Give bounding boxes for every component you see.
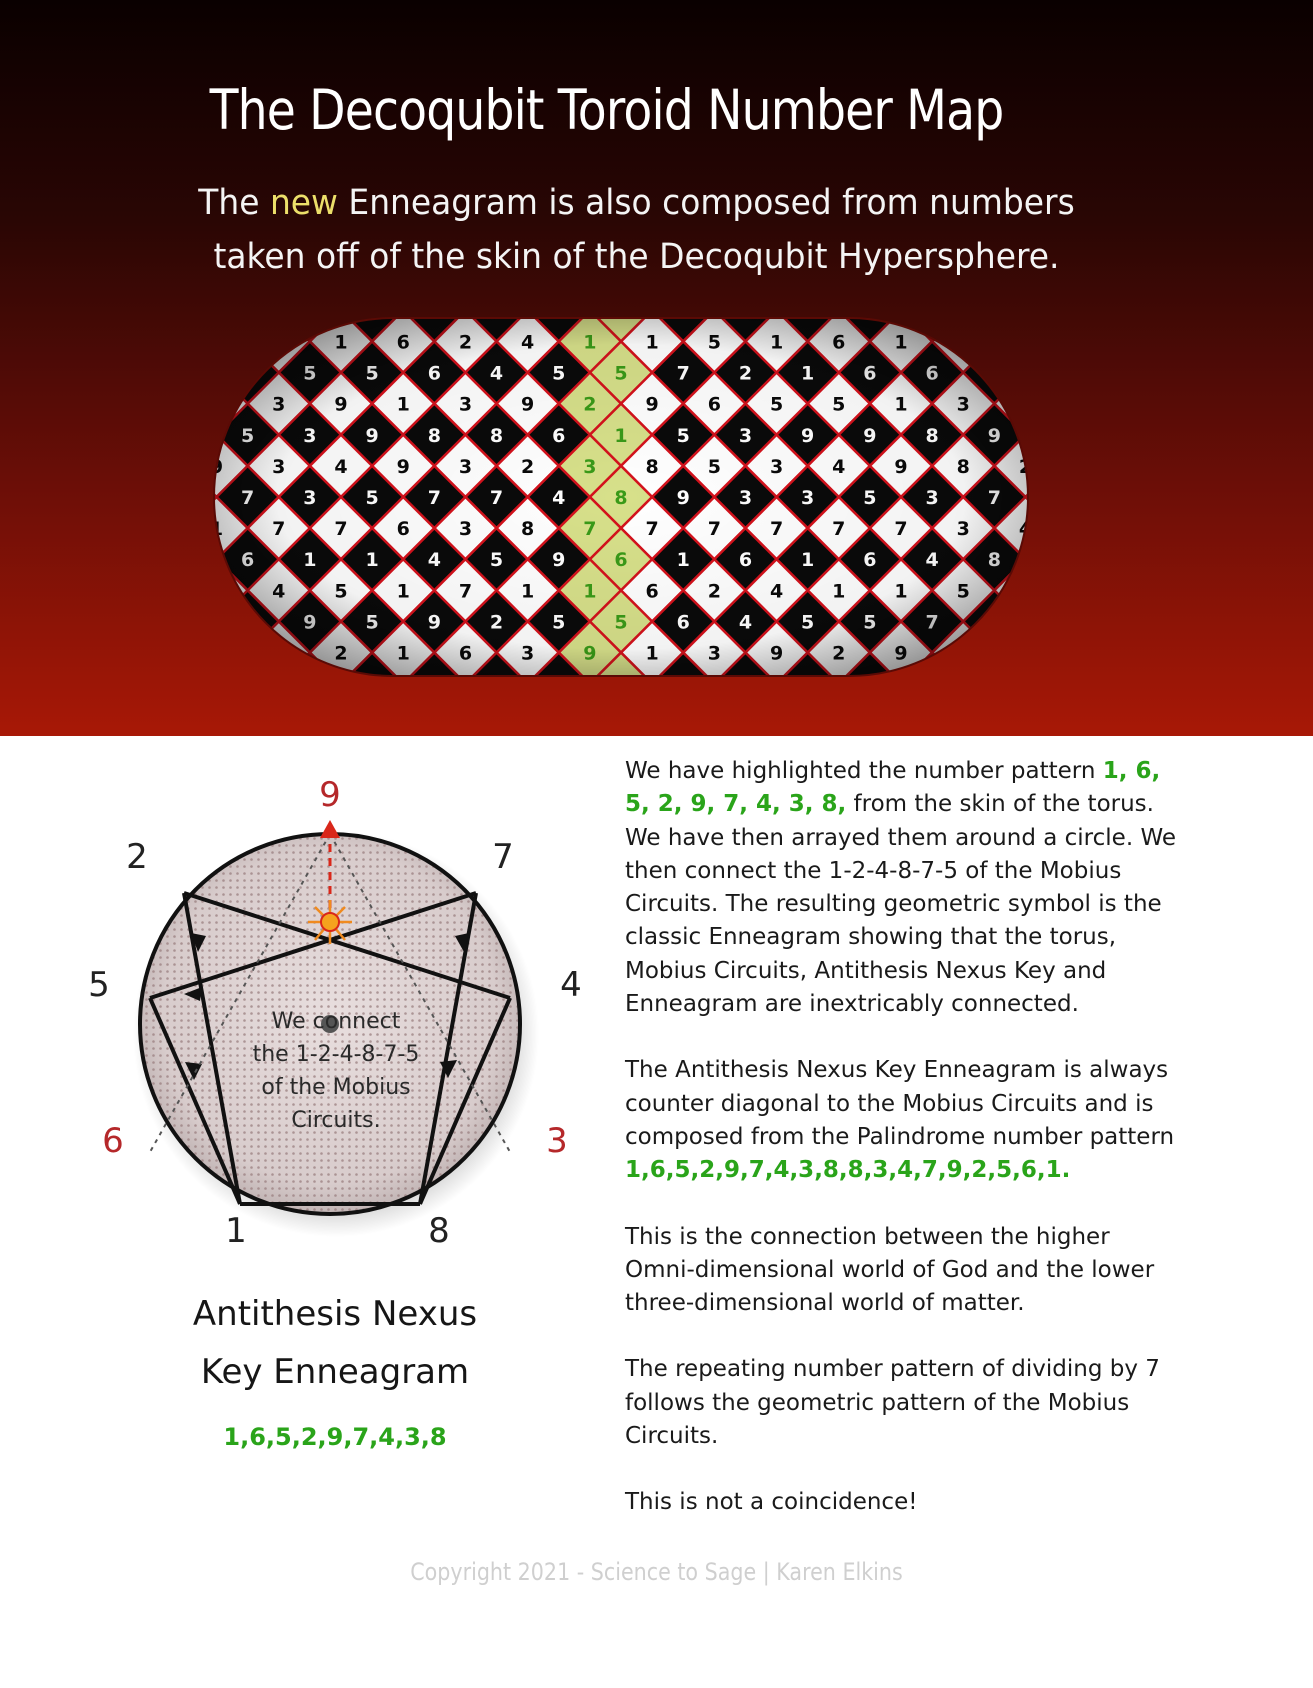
- enneagram-lines: [148, 891, 512, 1206]
- sunburst-icon: [308, 900, 352, 944]
- torus-digit: 5: [926, 674, 939, 678]
- point-4: 4: [560, 965, 582, 1005]
- torus-cell: [214, 526, 219, 593]
- torus-cell: [992, 318, 1028, 375]
- key-number-sequence: 1,6,5,2,9,7,4,3,8: [223, 1423, 447, 1451]
- paragraph-5: This is not a coincidence!: [625, 1489, 918, 1516]
- point-8: 8: [428, 1211, 450, 1251]
- torus-digit: 7: [926, 316, 939, 322]
- torus-digit: 6: [957, 643, 970, 665]
- point-7: 7: [492, 837, 514, 877]
- torus-cell: [1023, 526, 1028, 593]
- torus-digit: 6: [303, 674, 316, 678]
- torus-digit: 1: [272, 331, 285, 353]
- torus-digit: 2: [212, 580, 223, 602]
- torus-digit: 5: [241, 316, 254, 322]
- torus-cell: [214, 318, 281, 344]
- subtitle-highlight-new: new: [269, 183, 338, 223]
- dotted-triangle: [149, 833, 511, 1153]
- torus-digit: 3: [988, 674, 1001, 678]
- p1-text-start: We have highlighted the number pattern: [625, 758, 1103, 784]
- torus-cell: [214, 339, 219, 406]
- p1-number-pattern: 1, 6, 5, 2, 9, 7, 4, 3, 8,: [625, 758, 1161, 818]
- torus-cell: [214, 650, 281, 676]
- enneagram-inner-caption: We connect the 1-2-4-8-7-5 of the Mobius…: [250, 1005, 422, 1137]
- torus-cell: [1023, 401, 1028, 468]
- torus-cell: [214, 401, 219, 468]
- torus-cell: [214, 619, 250, 676]
- torus-checkerboard: 3485797912657615359771659337167626194376…: [212, 316, 1030, 678]
- point-2: 2: [126, 837, 148, 877]
- subtitle-text-start: The: [198, 183, 270, 223]
- torus-cell: [214, 650, 219, 676]
- torus-digit: 6: [988, 316, 1001, 322]
- torus-digit: 6: [212, 394, 223, 416]
- p2-text: The Antithesis Nexus Key Enneagram is al…: [625, 1057, 1175, 1150]
- copyright-footer: Copyright 2021 - Science to Sage | Karen…: [410, 1558, 903, 1586]
- torus-digit: 8: [272, 643, 285, 665]
- torus-cell: [214, 588, 219, 655]
- torus-digit: 7: [212, 331, 223, 353]
- point-5: 5: [88, 965, 110, 1005]
- page-subtitle: The new Enneagram is also composed from …: [38, 176, 1235, 284]
- torus-digit: 5: [1019, 643, 1030, 665]
- torus-digit: 3: [241, 674, 254, 678]
- torus-digit: 9: [303, 316, 316, 322]
- header-banner: The Decoqubit Toroid Number Map The new …: [0, 0, 1313, 736]
- key-title-line-1: Antithesis Nexus: [192, 1294, 478, 1334]
- torus-digit: 4: [241, 611, 254, 633]
- paragraph-4: The repeating number pattern of dividing…: [625, 1356, 1160, 1450]
- torus-cell: [1023, 588, 1028, 655]
- body-text: We have highlighted the number pattern 1…: [625, 755, 1185, 1553]
- torus-digit: 2: [988, 611, 1001, 633]
- torus-digit: 2: [241, 363, 254, 385]
- torus-cell: [1023, 650, 1028, 676]
- torus-cell: [961, 318, 1028, 344]
- caption-line-2: the 1-2-4-8-7-5: [252, 1042, 420, 1067]
- torus-cell: [992, 619, 1028, 676]
- point-6: 6: [102, 1121, 124, 1161]
- torus-cell: [1023, 318, 1028, 344]
- torus-digit: 1: [1019, 580, 1030, 602]
- caption-line-4: Circuits.: [291, 1108, 381, 1133]
- caption-line-1: We connect: [271, 1009, 401, 1034]
- point-3: 3: [546, 1121, 568, 1161]
- subtitle-text-end: Enneagram is also composed from numbers: [337, 183, 1075, 223]
- key-title-line-2: Key Enneagram: [200, 1352, 470, 1392]
- torus-cell: [214, 318, 250, 375]
- torus-digit: 4: [1019, 331, 1030, 353]
- red-arrow-icon: [320, 820, 340, 838]
- torus-digit: 4: [988, 363, 1001, 385]
- torus-cell: [961, 650, 1028, 676]
- torus-cell: [1023, 339, 1028, 406]
- paragraph-2: The Antithesis Nexus Key Enneagram is al…: [625, 1054, 1185, 1187]
- center-dot: [321, 1015, 339, 1033]
- paragraph-1: We have highlighted the number pattern 1…: [625, 755, 1185, 1021]
- enneagram-title: Antithesis Nexus Key Enneagram: [135, 1285, 535, 1401]
- enneagram-svg: 9 2 7 5 4 6 3 1 8: [88, 775, 582, 1251]
- torus-cell: [214, 318, 219, 344]
- page-title: The Decoqubit Toroid Number Map: [209, 78, 1005, 142]
- torus-digit: 3: [212, 643, 223, 665]
- point-9: 9: [319, 775, 341, 815]
- subtitle-line-2: taken off of the skin of the Decoqubit H…: [213, 237, 1060, 277]
- p2-palindrome-pattern: 1,6,5,2,9,7,4,3,8,8,3,4,7,9,2,5,6,1.: [625, 1157, 1071, 1184]
- enneagram-diagram: 9 2 7 5 4 6 3 1 8: [80, 772, 600, 1272]
- caption-line-3: of the Mobius: [261, 1075, 411, 1100]
- torus-number-map-image: 3485797912657615359771659337167626194376…: [212, 316, 1030, 678]
- p1-text-end: from the skin of the torus. We have then…: [625, 791, 1176, 1018]
- enneagram-arrowheads: [184, 933, 469, 1080]
- torus-digit: 5: [1019, 394, 1030, 416]
- torus-digit: 2: [957, 331, 970, 353]
- point-1: 1: [225, 1211, 247, 1251]
- paragraph-3: This is the connection between the highe…: [625, 1223, 1155, 1317]
